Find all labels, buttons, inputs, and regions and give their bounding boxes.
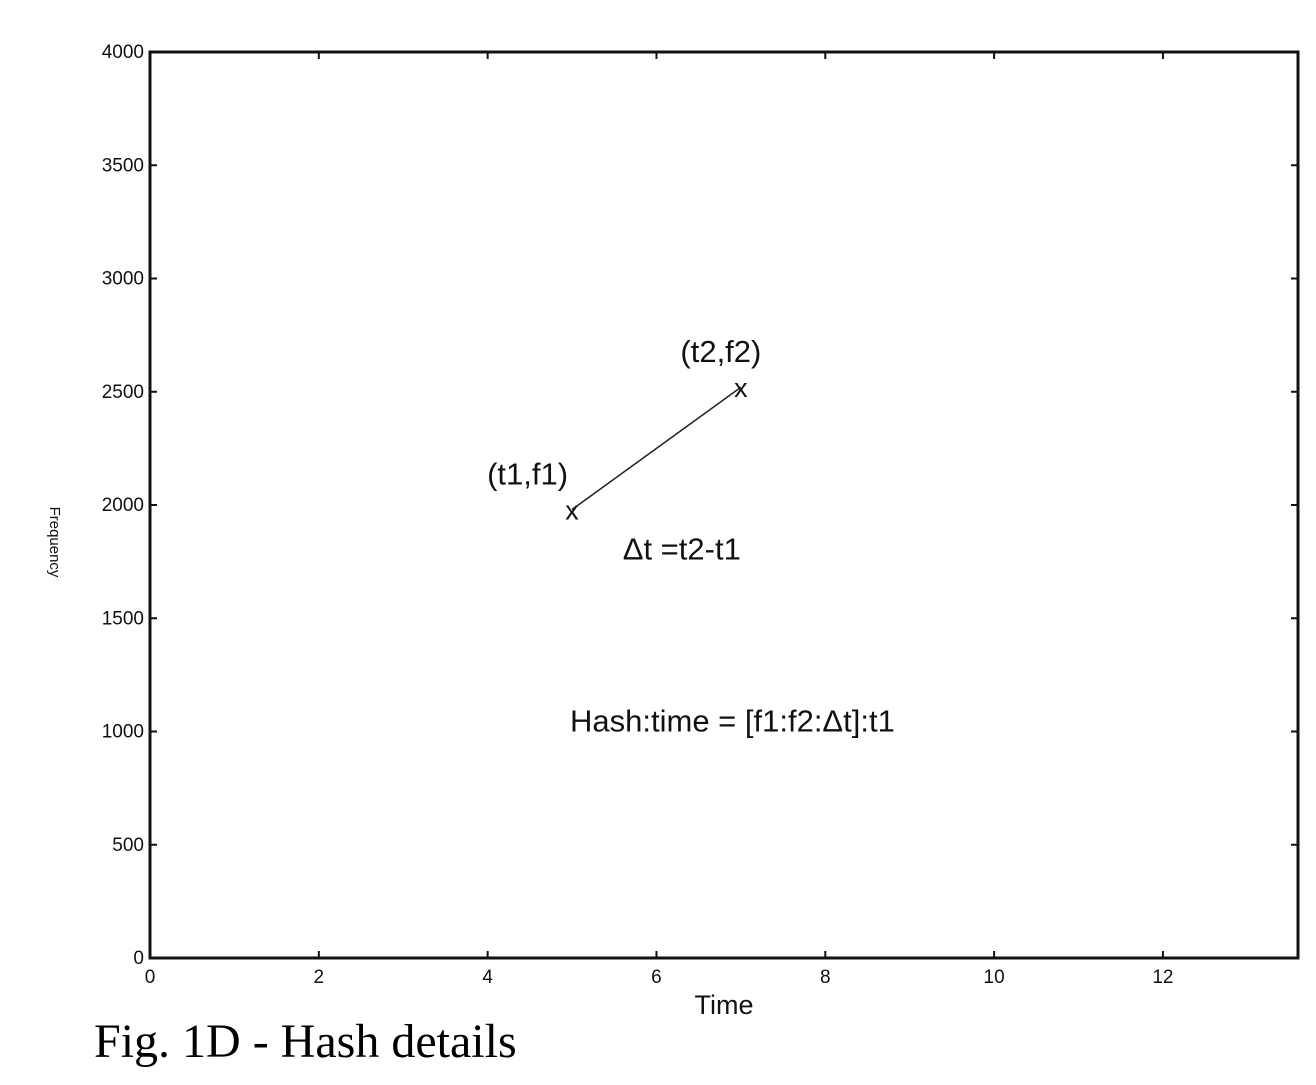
x-tick-label: 4	[482, 967, 493, 988]
x-tick-label: 10	[984, 967, 1005, 988]
y-tick-label: 4000	[102, 42, 144, 63]
y-tick-label: 2000	[102, 495, 144, 516]
annotation-2: Hash:time = [f1:f2:Δt]:t1	[570, 704, 895, 739]
y-tick-label: 0	[133, 948, 144, 969]
point-marker-2: x	[734, 373, 748, 403]
y-axis-label: Frequency	[46, 507, 63, 578]
y-tick-label: 3000	[102, 269, 144, 290]
y-tick-label: 1000	[102, 722, 144, 743]
x-tick-label: 0	[145, 967, 156, 988]
point-label-2: (t2,f2)	[680, 334, 761, 369]
x-tick-label: 2	[314, 967, 325, 988]
y-tick-label: 2500	[102, 382, 144, 403]
y-tick-label: 1500	[102, 608, 144, 629]
x-axis-label: Time	[695, 990, 754, 1020]
x-tick-label: 8	[820, 967, 831, 988]
x-tick-label: 6	[651, 967, 662, 988]
x-tick-label: 12	[1152, 967, 1173, 988]
y-tick-label: 3500	[102, 155, 144, 176]
plot-frame	[148, 50, 1300, 960]
y-tick-label: 500	[112, 835, 144, 856]
point-marker-1: x	[565, 496, 579, 526]
point-label-1: (t1,f1)	[487, 457, 568, 492]
figure-caption: Fig. 1D - Hash details	[94, 1015, 517, 1068]
hash-pair-segment	[571, 386, 742, 511]
annotation-1: Δt =t2-t1	[623, 531, 741, 566]
